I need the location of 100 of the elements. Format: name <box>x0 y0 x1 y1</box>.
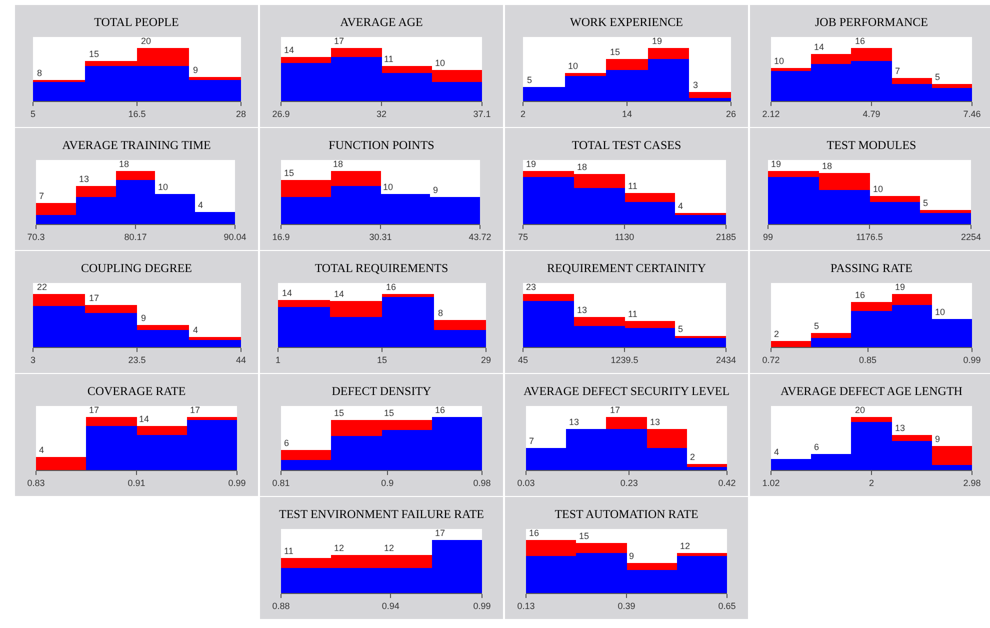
annotation: 10 <box>158 182 168 192</box>
annotation: 10 <box>435 58 446 68</box>
chart-title: TEST AUTOMATION RATE <box>554 507 698 522</box>
x-tick-label: 1130 <box>614 232 634 242</box>
chart-title: COUPLING DEGREE <box>81 261 192 276</box>
annotation: 4 <box>678 201 684 211</box>
bar <box>771 341 811 347</box>
annotation: 10 <box>774 56 784 66</box>
bar <box>382 294 434 297</box>
bar <box>434 320 486 330</box>
annotation: 19 <box>652 36 662 46</box>
x-tick-label: 99 <box>762 232 774 242</box>
x-tick-label: 0.65 <box>718 600 736 611</box>
bar <box>625 193 675 202</box>
annotation: 13 <box>569 417 580 427</box>
x-tick-label: 0.88 <box>272 600 290 611</box>
chart-title: DEFECT DENSITY <box>332 384 432 398</box>
annotation: 2 <box>690 452 696 462</box>
x-tick-label: 5 <box>30 108 36 119</box>
annotation: 17 <box>190 405 200 415</box>
chart-title: FUNCTION POINTS <box>328 138 434 152</box>
annotation: 23 <box>526 282 536 292</box>
annotation: 20 <box>141 36 152 46</box>
annotation: 8 <box>438 308 444 318</box>
annotation: 9 <box>935 434 940 444</box>
annotation: 16 <box>529 528 540 538</box>
bar <box>932 446 972 465</box>
annotation: 9 <box>629 551 634 561</box>
bar <box>189 77 241 80</box>
annotation: 5 <box>814 321 820 331</box>
x-tick-label: 2 <box>520 108 526 119</box>
chart-title: AVERAGE DEFECT SECURITY LEVEL <box>523 384 730 398</box>
x-tick-label: 0.99 <box>963 354 981 365</box>
annotation: 15 <box>334 408 344 418</box>
annotation: 12 <box>680 541 690 551</box>
annotation: 13 <box>79 174 90 184</box>
x-tick-label: 0.83 <box>27 478 45 488</box>
x-tick-label: 0.94 <box>382 600 400 611</box>
annotation: 20 <box>855 405 866 415</box>
chart-title: PASSING RATE <box>830 261 912 276</box>
chart-title: JOB PERFORMANCE <box>814 15 928 30</box>
annotation: 12 <box>334 543 344 553</box>
annotation: 13 <box>577 305 588 315</box>
annotation: 14 <box>139 414 150 424</box>
annotation: 16 <box>855 290 866 300</box>
x-tick-label: 75 <box>518 232 528 242</box>
bar <box>281 450 331 460</box>
bar <box>892 435 932 441</box>
x-tick-label: 1.02 <box>762 478 780 488</box>
x-tick-label: 0.23 <box>620 478 638 488</box>
annotation: 18 <box>119 159 130 169</box>
x-tick-label: 0.91 <box>128 478 146 488</box>
bar <box>606 417 647 429</box>
annotation: 14 <box>814 42 824 52</box>
x-tick-label: 16.9 <box>272 232 290 242</box>
annotation: 15 <box>384 408 394 418</box>
chart-title: TOTAL PEOPLE <box>94 15 179 30</box>
x-tick-label: 0.99 <box>228 478 246 488</box>
x-tick-label: 0.81 <box>272 478 290 488</box>
annotation: 17 <box>89 293 100 303</box>
annotation: 16 <box>855 36 866 46</box>
annotation: 15 <box>284 168 294 178</box>
annotation: 14 <box>334 289 344 299</box>
annotation: 8 <box>37 68 42 78</box>
annotation: 10 <box>935 307 946 317</box>
chart-title: COVERAGE RATE <box>87 384 186 398</box>
chart-title: AVERAGE DEFECT AGE LENGTH <box>780 384 963 398</box>
annotation: 5 <box>527 75 532 85</box>
bar <box>870 196 920 202</box>
x-tick-label: 2434 <box>716 354 736 365</box>
annotation: 14 <box>284 45 294 55</box>
chart-title: AVERAGE AGE <box>340 15 423 30</box>
x-tick-label: 0.99 <box>473 600 491 611</box>
x-tick-label: 15 <box>376 354 388 365</box>
annotation: 11 <box>628 309 638 319</box>
annotation: 11 <box>628 181 638 191</box>
bar <box>137 426 187 435</box>
x-tick-label: 0.03 <box>517 478 535 488</box>
x-tick-label: 1239.5 <box>610 354 638 365</box>
annotation: 10 <box>383 182 394 192</box>
x-tick-label: 0.98 <box>473 478 491 488</box>
bar <box>647 429 687 448</box>
annotation: 5 <box>923 198 928 208</box>
x-tick-label: 26 <box>726 108 736 119</box>
bar <box>920 210 971 213</box>
bar <box>565 73 606 76</box>
annotation: 12 <box>384 543 394 553</box>
bar <box>851 417 892 422</box>
annotation: 13 <box>650 417 660 427</box>
bar <box>677 553 727 556</box>
annotation: 6 <box>814 442 820 452</box>
chart-title: TOTAL TEST CASES <box>572 138 682 152</box>
chart-title: REQUIREMENT CERTAINITY <box>546 261 706 276</box>
annotation: 14 <box>282 288 292 298</box>
annotation: 19 <box>771 159 782 169</box>
bar <box>76 186 116 197</box>
x-tick-label: 29 <box>480 354 492 365</box>
x-tick-label: 26.9 <box>272 108 290 119</box>
bar <box>892 78 932 84</box>
bar <box>687 464 727 467</box>
